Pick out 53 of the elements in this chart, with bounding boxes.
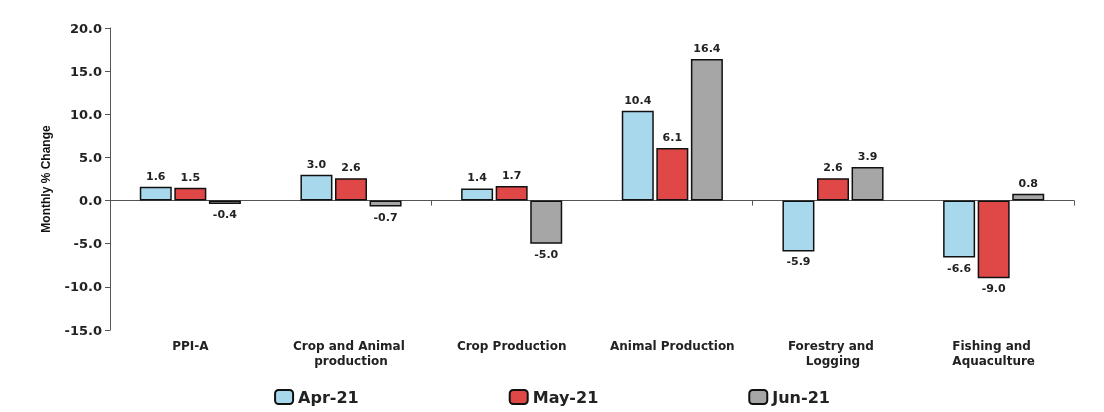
bar: [817, 178, 849, 201]
data-label: -6.6: [947, 261, 972, 275]
bar: [300, 174, 333, 201]
x-tick-label: Crop and Animal production: [293, 338, 409, 368]
data-label: 2.6: [823, 161, 844, 175]
bar: [851, 166, 884, 201]
data-label: 6.1: [662, 130, 683, 144]
data-label: 1.4: [467, 171, 488, 185]
legend-label: Jun-21: [771, 387, 830, 407]
x-tick-label: Fishing and Aquaculture: [952, 338, 1036, 368]
bar: [495, 185, 528, 201]
bar: [335, 178, 367, 201]
data-label: -5.0: [534, 247, 559, 261]
bar: [621, 110, 654, 201]
bar: [690, 59, 723, 201]
y-tick-label: 10.0: [69, 106, 102, 122]
data-label: 16.4: [693, 42, 721, 56]
y-tick-label: 5.0: [78, 149, 102, 165]
y-tick-label: 20.0: [69, 20, 102, 36]
x-tick-label: Animal Production: [609, 338, 735, 353]
bar: [943, 200, 976, 258]
bar: [139, 186, 172, 201]
data-label: 0.8: [1018, 176, 1038, 190]
x-tick-label: Forestry and Logging: [787, 338, 879, 368]
bar: [369, 200, 402, 207]
data-label: -0.7: [373, 210, 398, 224]
data-label: 3.9: [857, 149, 878, 163]
legend-label: Apr-21: [298, 387, 359, 407]
bar: [656, 147, 689, 201]
data-label: -9.0: [981, 282, 1007, 296]
x-tick-label: Crop Production: [456, 338, 567, 353]
bar: [977, 200, 1010, 279]
y-tick-label: -5.0: [73, 236, 102, 252]
data-label: 2.6: [341, 161, 362, 175]
y-tick-label: 0.0: [78, 193, 102, 209]
data-label: 10.4: [624, 93, 652, 107]
bar: [782, 200, 815, 252]
data-label: -0.4: [212, 208, 238, 222]
y-tick-label: 15.0: [69, 63, 102, 79]
data-label: 1.5: [180, 170, 201, 184]
bar: [1012, 193, 1045, 201]
data-label: -5.9: [786, 255, 811, 269]
y-axis-title: Monthly % Change: [39, 125, 53, 233]
data-label: 1.7: [501, 168, 522, 182]
bar: [461, 188, 494, 201]
data-label: 1.6: [146, 169, 166, 183]
data-label: 3.0: [306, 157, 327, 171]
y-tick-label: -15.0: [64, 322, 102, 338]
y-tick-label: -10.0: [64, 279, 102, 295]
legend-label: May-21: [532, 387, 599, 407]
bar: [174, 187, 207, 201]
bar: [530, 200, 563, 244]
x-tick-label: PPI-A: [172, 338, 210, 353]
